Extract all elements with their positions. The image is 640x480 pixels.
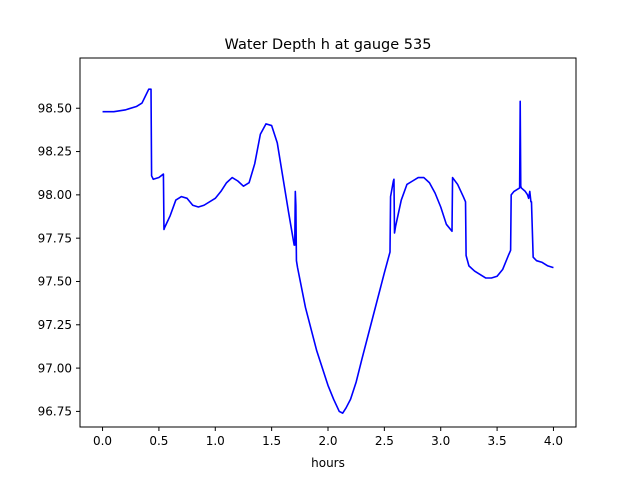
y-tick-label: 96.75 [38, 405, 72, 419]
y-tick-label: 98.50 [38, 101, 72, 115]
x-tick-label: 3.5 [488, 434, 507, 448]
chart-title: Water Depth h at gauge 535 [225, 37, 432, 53]
x-tick-label: 2.5 [375, 434, 394, 448]
y-tick-label: 98.25 [38, 145, 72, 159]
plot-area [80, 58, 576, 427]
y-tick-label: 97.25 [38, 318, 72, 332]
x-tick-label: 4.0 [544, 434, 563, 448]
x-tick-label: 0.5 [149, 434, 168, 448]
data-layer [102, 88, 554, 414]
x-tick-label: 2.0 [318, 434, 337, 448]
x-tick-label: 1.5 [262, 434, 281, 448]
x-tick-label: 0.0 [93, 434, 112, 448]
y-tick-label: 97.00 [38, 361, 72, 375]
plot-frame [79, 57, 577, 428]
x-tick-label: 1.0 [206, 434, 225, 448]
y-tick-label: 98.00 [38, 188, 72, 202]
axes-layer: 0.0 0.5 1.0 1.5 2.0 2.5 3.0 3.5 4.0 96.75 97.00 97.… [38, 101, 563, 448]
x-tick-label: 3.0 [431, 434, 450, 448]
series-line-1 [102, 88, 554, 414]
y-tick-label: 97.75 [38, 231, 72, 245]
y-tick-label: 97.50 [38, 275, 72, 289]
x-axis-label: hours [311, 456, 345, 470]
